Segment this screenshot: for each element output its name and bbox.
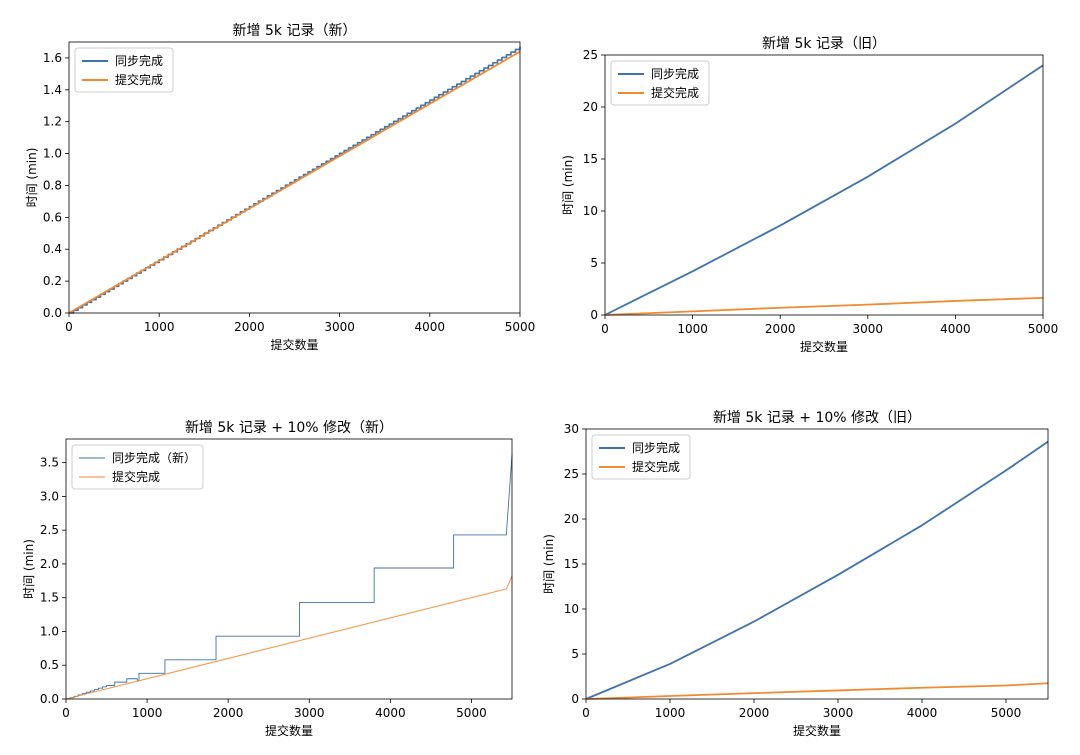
- legend-box: [71, 444, 204, 490]
- y-tick-label: 25: [583, 48, 598, 62]
- chart-title: 新增 5k 记录（新）: [233, 23, 357, 39]
- x-tick-label: 2000: [739, 706, 770, 720]
- y-tick-label: 0: [571, 692, 579, 706]
- x-tick-label: 0: [582, 706, 590, 720]
- y-tick-label: 2.5: [40, 523, 59, 537]
- x-tick-label: 3000: [853, 322, 884, 336]
- y-tick-label: 30: [564, 422, 579, 436]
- plot-frame: [65, 438, 513, 700]
- x-tick-label: 4000: [940, 322, 971, 336]
- y-tick-label: 0.4: [43, 242, 62, 256]
- series-line-submit: [65, 575, 513, 700]
- y-tick-label: 25: [564, 467, 579, 481]
- y-tick-label: 1.6: [43, 51, 62, 65]
- y-tick-label: 20: [564, 512, 579, 526]
- y-tick-label: 5: [590, 256, 598, 270]
- y-tick-label: 15: [583, 152, 598, 166]
- y-tick-label: 0.5: [40, 658, 59, 672]
- x-tick-label: 5000: [505, 320, 536, 334]
- y-tick-label: 10: [583, 204, 598, 218]
- x-axis-label: 提交数量: [265, 723, 313, 738]
- x-tick-label: 3000: [324, 320, 355, 334]
- x-tick-label: 1000: [132, 706, 163, 720]
- series-line-submit: [585, 682, 1049, 700]
- x-tick-label: 4000: [415, 320, 446, 334]
- y-tick-label: 0.0: [40, 692, 59, 706]
- x-tick-label: 0: [65, 320, 73, 334]
- x-tick-label: 5000: [1028, 322, 1059, 336]
- y-tick-label: 1.0: [43, 147, 62, 161]
- y-tick-label: 3.5: [40, 456, 59, 470]
- y-tick-label: 1.0: [40, 624, 59, 638]
- legend-label: 提交完成: [632, 459, 680, 474]
- legend-label: 提交完成: [115, 72, 163, 87]
- x-tick-label: 0: [601, 322, 609, 336]
- x-axis-label: 提交数量: [793, 723, 841, 738]
- series-line-sync: [604, 64, 1044, 316]
- x-tick-label: 4000: [375, 706, 406, 720]
- plot-frame: [604, 54, 1044, 316]
- chart-title: 新增 5k 记录 + 10% 修改（旧）: [713, 410, 921, 426]
- chart-old-5k: 新增 5k 记录（旧） 0 1000 2000 3000 4000 5000 0 5 10 15 20…: [561, 36, 1058, 354]
- legend-label: 同步完成: [632, 440, 680, 455]
- y-axis-label: 时间 (min): [22, 539, 36, 599]
- legend-label: 提交完成: [651, 85, 699, 100]
- y-tick-label: 5: [571, 647, 579, 661]
- y-tick-label: 1.5: [40, 591, 59, 605]
- y-tick-label: 0.8: [43, 178, 62, 192]
- series-line-sync: [66, 454, 513, 700]
- x-axis-label: 提交数量: [800, 339, 848, 354]
- legend-label: 同步完成: [651, 66, 699, 81]
- x-axis-label: 提交数量: [270, 337, 318, 352]
- chart-new-5k: 新增 5k 记录（新） 0 1000 2000 3000 4000 5000 0.0 0.2 0.…: [25, 23, 535, 352]
- chart-title: 新增 5k 记录（旧）: [762, 36, 886, 52]
- x-tick-label: 3000: [823, 706, 854, 720]
- chart-old-5k-mod: 新增 5k 记录 + 10% 修改（旧） 0 1000 2000 3000 4000 500…: [542, 410, 1049, 738]
- y-tick-label: 3.0: [40, 489, 59, 503]
- legend-label: 同步完成（新）: [112, 450, 196, 465]
- x-tick-label: 1000: [677, 322, 708, 336]
- y-tick-label: 10: [564, 602, 579, 616]
- y-axis-label: 时间 (min): [542, 534, 556, 594]
- x-tick-label: 2000: [234, 320, 265, 334]
- chart-new-5k-mod: 新增 5k 记录 + 10% 修改（新） 0 1000 2000 3000 4000 500…: [22, 420, 513, 738]
- chart-title: 新增 5k 记录 + 10% 修改（新）: [185, 420, 393, 436]
- y-tick-label: 0.2: [43, 274, 62, 288]
- x-tick-label: 2000: [765, 322, 796, 336]
- x-tick-label: 4000: [907, 706, 938, 720]
- y-tick-label: 15: [564, 557, 579, 571]
- y-tick-label: 20: [583, 100, 598, 114]
- x-tick-label: 3000: [294, 706, 325, 720]
- y-tick-label: 0: [590, 308, 598, 322]
- y-axis-label: 时间 (min): [25, 148, 39, 208]
- x-tick-label: 1000: [144, 320, 175, 334]
- legend-label: 提交完成: [112, 469, 160, 484]
- series-line-submit: [68, 50, 521, 314]
- x-tick-label: 1000: [655, 706, 686, 720]
- y-tick-label: 0.6: [43, 210, 62, 224]
- y-tick-label: 0.0: [43, 306, 62, 320]
- plot-frame: [585, 428, 1049, 700]
- x-tick-label: 2000: [213, 706, 244, 720]
- x-tick-label: 5000: [991, 706, 1022, 720]
- y-axis-label: 时间 (min): [561, 155, 575, 215]
- series-line-submit: [604, 296, 1044, 316]
- y-tick-label: 2.0: [40, 557, 59, 571]
- y-tick-label: 1.4: [43, 83, 62, 97]
- series-line-sync: [585, 440, 1049, 700]
- legend-label: 同步完成: [115, 53, 163, 68]
- y-tick-label: 1.2: [43, 115, 62, 129]
- x-tick-label: 5000: [456, 706, 487, 720]
- x-tick-label: 0: [62, 706, 70, 720]
- plot-frame: [68, 41, 521, 314]
